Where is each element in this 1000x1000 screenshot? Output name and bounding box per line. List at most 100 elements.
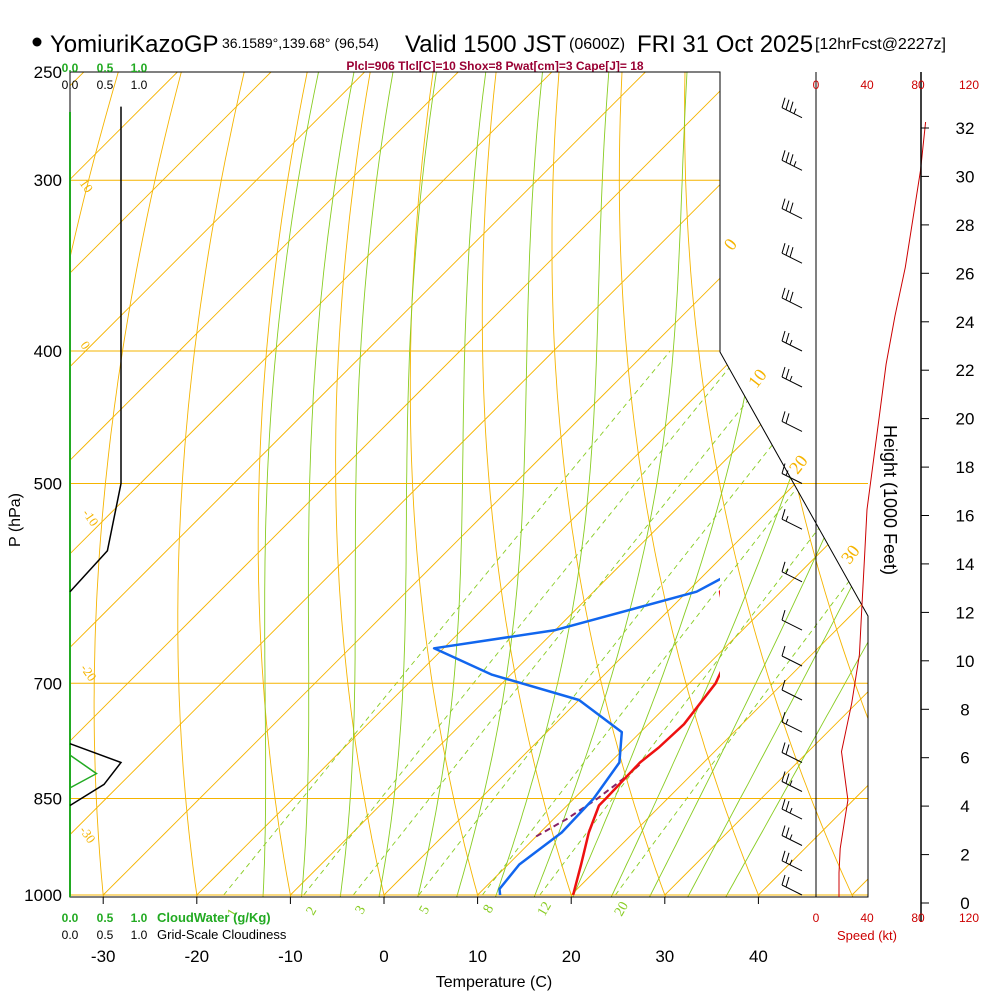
valid-zulu: (0600Z) (569, 36, 625, 53)
barb-staff (781, 619, 803, 631)
isotherm-line (290, 72, 868, 896)
wind-barb-icon (781, 825, 803, 846)
height-tick-label: 0 (960, 894, 969, 913)
height-tick-label: 26 (956, 264, 975, 283)
isotherm-line (70, 72, 740, 896)
isotherm-label: 0 (720, 235, 741, 254)
isotherm-line (70, 72, 459, 896)
barb-half-flag (785, 718, 789, 725)
barb-flag (781, 742, 786, 753)
barb-half-flag (789, 859, 793, 865)
pressure-label: 700 (34, 674, 62, 693)
barb-flag (781, 679, 786, 691)
speed-top-tick: 0 (813, 78, 820, 92)
barb-flag (785, 773, 790, 784)
x-tick-label: 20 (562, 947, 581, 966)
speed-top-tick: 80 (911, 78, 925, 92)
barb-staff (781, 571, 803, 583)
height-tick-label: 18 (956, 458, 975, 477)
height-tick-label: 30 (956, 167, 975, 186)
barb-half-flag (789, 807, 793, 814)
parcel-path-line (535, 761, 643, 838)
isotherm-label: 10 (744, 365, 771, 391)
station-name: YomiuriKazoGP (50, 31, 219, 58)
barb-staff (781, 860, 803, 872)
cloudwater-bottom-tick: 1.0 (131, 911, 148, 925)
barb-flag (789, 154, 794, 165)
wind-barb-icon (781, 509, 803, 530)
barb-flag (781, 97, 786, 108)
wind-barb-icon (781, 771, 803, 792)
barb-flag (781, 711, 786, 723)
barb-staff (781, 835, 803, 846)
valid-date: FRI 31 Oct 2025 (637, 31, 813, 58)
barb-flag (785, 876, 790, 888)
height-tick-label: 20 (956, 410, 975, 429)
barb-staff (781, 689, 803, 701)
cloudiness-low-line (69, 742, 123, 807)
dry-adiabat-line (684, 72, 866, 897)
barb-flag (785, 332, 790, 344)
barb-staff (781, 655, 803, 667)
dry-adiabat-line (257, 72, 313, 897)
barb-flag (785, 800, 790, 812)
isotherm-line (570, 72, 868, 896)
moist-adiabat-line (672, 72, 868, 897)
wind-barb-icon (781, 679, 803, 701)
barb-staff (781, 473, 803, 484)
wind-panel (781, 72, 927, 897)
x-tick-label: -20 (185, 947, 210, 966)
barb-half-flag (789, 375, 793, 382)
wind-speed-line (838, 121, 927, 897)
isotherm-line (70, 72, 553, 896)
stability-indices: Plcl=906 Tlcl[C]=10 Shox=8 Pwat[cm]=3 Ca… (346, 59, 643, 73)
mixing-ratio-label: 8 (481, 902, 497, 916)
mixing-ratio-line (418, 350, 848, 896)
barb-flag (785, 152, 790, 163)
dry-adiabat-line (551, 72, 677, 897)
wind-barb-icon (781, 463, 803, 484)
isobar-lines (70, 71, 868, 896)
barb-staff (781, 884, 803, 896)
barb-flag (785, 99, 790, 110)
barb-staff (781, 159, 803, 171)
cloudwater-label: CloudWater (g/Kg) (157, 910, 271, 925)
barb-staff (781, 752, 803, 763)
isotherm-line (758, 72, 868, 896)
height-tick-label: 8 (960, 700, 969, 719)
height-tick-label: 32 (956, 119, 975, 138)
barb-flag (781, 771, 786, 782)
wind-barb-icon (781, 150, 803, 171)
dry-adiabat-line (177, 72, 251, 897)
moist-adiabat-line (260, 72, 325, 897)
barb-flag (785, 368, 790, 380)
barb-staff (781, 107, 803, 119)
moist-adiabat-line (448, 72, 546, 897)
cloudwater-line (69, 754, 98, 789)
speed-bottom-tick: 0 (813, 911, 820, 925)
barb-flag (781, 243, 786, 254)
axes: 25030040050070085010000.00.00.50.51.01.0… (24, 61, 979, 966)
thermo-background (70, 72, 868, 897)
moist-adiabat-line (560, 72, 781, 897)
station-coords: 36.1589°,139.68° (96,54) (222, 35, 379, 51)
barb-half-flag (785, 470, 789, 476)
barb-half-flag (785, 516, 789, 522)
mixing-ratio-line (223, 350, 671, 896)
wind-barb-icon (781, 609, 803, 631)
temperature-line (571, 589, 720, 896)
cloudwater-top-tick: 1.0 (131, 61, 148, 75)
isotherm-line (70, 72, 365, 896)
wind-barb-icon (781, 198, 803, 220)
valid-time: Valid 1500 JST (405, 31, 566, 58)
pressure-label: 500 (34, 475, 62, 494)
barb-flag (789, 247, 794, 258)
barb-flag (781, 287, 786, 299)
dry-adiabat-line (93, 72, 189, 897)
surface-temperature-marker (569, 899, 577, 907)
height-tick-label: 12 (956, 603, 975, 622)
x-axis-title: Temperature (C) (436, 974, 552, 991)
cloudiness-line (69, 106, 122, 593)
mixing-ratio-label: 5 (417, 903, 433, 917)
